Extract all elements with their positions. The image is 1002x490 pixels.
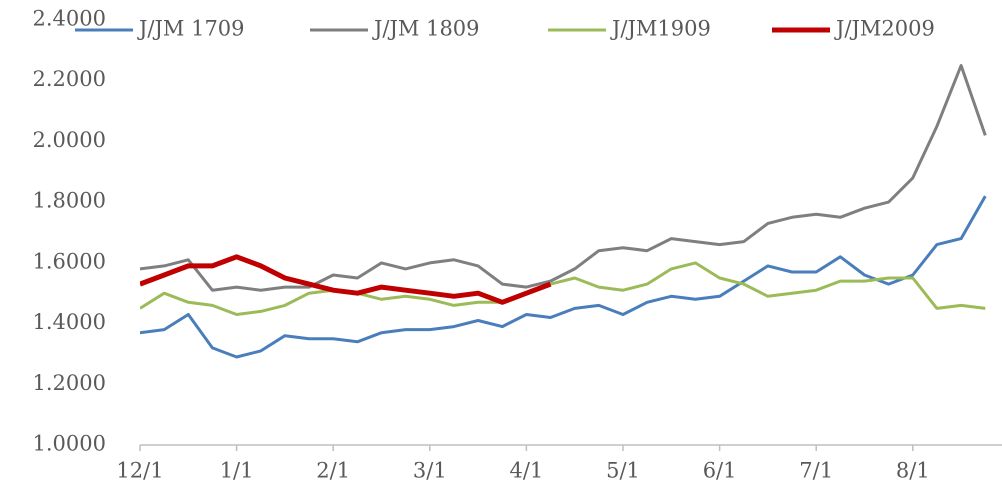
x-tick-label: 8/1	[896, 459, 930, 483]
series-line	[140, 261, 986, 316]
y-tick-label: 1.8000	[33, 189, 106, 213]
series-line	[140, 195, 987, 359]
y-tick-label: 1.6000	[33, 249, 106, 273]
x-tick-label: 4/1	[510, 459, 544, 483]
x-tick-label: 1/1	[220, 459, 254, 483]
y-tick-label: 1.0000	[33, 432, 106, 456]
x-tick-label: 7/1	[799, 459, 833, 483]
legend-label: J/JM 1809	[372, 17, 480, 41]
legend-label: J/JM2009	[834, 17, 935, 41]
y-tick-label: 2.2000	[33, 67, 106, 91]
y-tick-label: 2.4000	[33, 7, 106, 31]
plot-area	[140, 64, 987, 359]
series-line	[140, 254, 552, 305]
x-tick-label: 6/1	[703, 459, 737, 483]
y-tick-label: 1.4000	[33, 310, 106, 334]
x-tick-label: 5/1	[606, 459, 640, 483]
y-tick-label: 1.2000	[33, 371, 106, 395]
y-tick-label: 2.0000	[33, 128, 106, 152]
x-tick-label: 3/1	[413, 459, 447, 483]
series-line	[140, 64, 987, 292]
x-tick-label: 2/1	[316, 459, 350, 483]
legend-label: J/JM 1709	[137, 17, 245, 41]
legend-label: J/JM1909	[610, 17, 711, 41]
x-tick-label: 12/1	[116, 459, 163, 483]
